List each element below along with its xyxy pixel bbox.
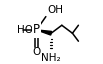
Text: O: O [32,47,41,57]
Polygon shape [37,30,52,35]
Text: HO: HO [17,25,33,35]
Text: NH₂: NH₂ [41,53,61,63]
Text: OH: OH [47,5,63,15]
Text: P: P [33,23,40,36]
